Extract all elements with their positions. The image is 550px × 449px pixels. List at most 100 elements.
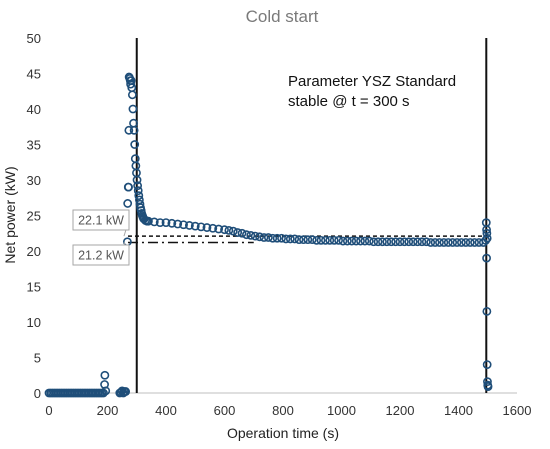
data-point <box>123 199 133 208</box>
data-point <box>281 234 291 244</box>
data-point <box>130 154 140 164</box>
data-point <box>237 228 247 238</box>
data-point <box>303 235 313 245</box>
y-axis-label: Net power (kW) <box>2 166 18 263</box>
data-point <box>307 235 317 245</box>
data-point <box>101 386 111 396</box>
y-tick-label: 20 <box>27 244 41 259</box>
data-point <box>161 218 171 227</box>
x-tick-label: 1200 <box>386 403 415 418</box>
data-point <box>439 238 449 247</box>
data-point <box>190 221 200 231</box>
data-point <box>173 219 183 229</box>
annotation-line-2: stable @ t = 300 s <box>288 93 410 110</box>
reference-callouts: 22.1 kW 21.2 kW <box>72 209 130 266</box>
y-tick-label: 0 <box>34 386 41 401</box>
callout-box <box>72 209 130 231</box>
chart-title: Cold start <box>246 7 319 26</box>
x-axis-ticks: 0 200 400 600 800 1000 1200 1400 1600 <box>45 403 531 418</box>
data-point <box>404 237 414 247</box>
data-point <box>482 253 491 263</box>
callout-label: 21.2 kW <box>78 249 124 263</box>
x-tick-label: 1600 <box>503 403 532 418</box>
x-tick-label: 1000 <box>327 403 356 418</box>
y-axis-ticks: 0 5 10 15 20 25 30 35 40 45 50 <box>27 31 41 401</box>
data-point <box>196 222 206 232</box>
callout-label: 22.1 kW <box>78 214 124 228</box>
data-point <box>242 230 251 240</box>
data-point <box>382 237 392 247</box>
data-point <box>250 231 260 241</box>
data-point <box>133 181 143 191</box>
data-point <box>99 388 108 398</box>
x-tick-label: 200 <box>97 403 119 418</box>
data-point <box>299 235 308 245</box>
data-point <box>482 225 491 235</box>
data-point <box>417 237 427 247</box>
data-point <box>179 220 188 230</box>
data-point <box>373 237 383 247</box>
data-point <box>124 182 133 192</box>
data-point <box>277 233 286 243</box>
data-point <box>482 306 492 316</box>
data-point <box>408 237 418 247</box>
data-point <box>321 235 330 245</box>
data-point <box>294 235 304 245</box>
data-point <box>391 237 401 247</box>
y-tick-label: 10 <box>27 315 41 330</box>
y-tick-label: 45 <box>27 67 41 82</box>
data-point <box>233 228 243 237</box>
data-point <box>290 234 300 244</box>
x-tick-label: 0 <box>45 403 52 418</box>
data-point <box>224 226 234 235</box>
data-point <box>132 175 142 185</box>
data-point <box>369 237 379 247</box>
y-tick-label: 30 <box>27 173 41 188</box>
x-tick-label: 400 <box>155 403 177 418</box>
data-point <box>356 236 365 246</box>
data-point <box>184 221 194 230</box>
data-point <box>364 236 374 246</box>
data-point <box>426 238 436 247</box>
y-tick-label: 40 <box>27 102 41 117</box>
data-point <box>347 236 357 246</box>
data-point <box>129 125 139 135</box>
callout-box <box>72 244 130 266</box>
x-tick-label: 800 <box>272 403 294 418</box>
data-point <box>214 224 224 234</box>
data-point <box>483 377 492 387</box>
data-point <box>452 238 462 247</box>
data-point <box>268 233 278 243</box>
data-point <box>360 236 370 246</box>
data-point <box>228 226 238 236</box>
data-point <box>482 233 492 243</box>
data-point <box>134 191 144 201</box>
data-point <box>457 238 466 247</box>
data-point <box>386 237 396 247</box>
data-point <box>325 235 335 245</box>
data-point <box>202 223 212 232</box>
data-point <box>430 238 440 247</box>
data-point <box>220 225 229 235</box>
data-point <box>413 237 422 247</box>
x-tick-label: 1400 <box>444 403 473 418</box>
data-point <box>465 238 475 247</box>
data-point <box>421 237 431 247</box>
data-point <box>133 186 143 196</box>
y-tick-label: 15 <box>27 280 41 295</box>
data-point <box>246 230 256 240</box>
data-point <box>285 234 295 244</box>
data-point <box>443 238 453 247</box>
annotation-line-1: Parameter YSZ Standard <box>288 73 456 90</box>
y-tick-label: 5 <box>34 351 41 366</box>
data-point <box>334 235 343 245</box>
data-point <box>259 233 269 242</box>
data-point <box>448 238 458 247</box>
data-point <box>338 236 348 246</box>
data-point <box>272 233 282 243</box>
data-point <box>482 228 492 238</box>
data-point <box>100 370 110 380</box>
data-point <box>255 232 264 242</box>
y-tick-label: 25 <box>27 209 41 224</box>
data-point <box>130 140 140 149</box>
